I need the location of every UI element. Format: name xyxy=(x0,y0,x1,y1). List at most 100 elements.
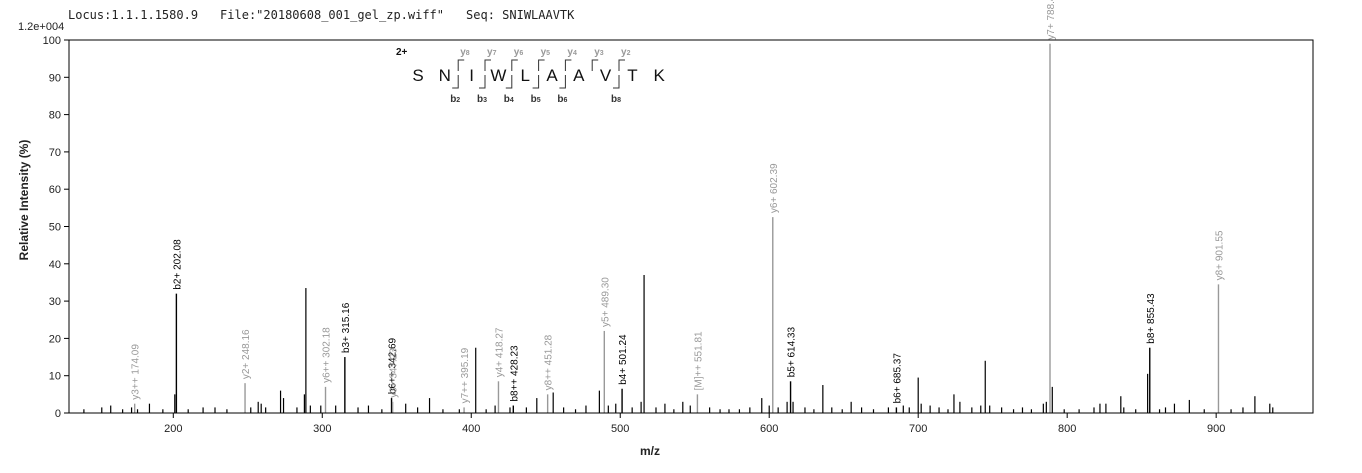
y-tick-label: 0 xyxy=(55,408,61,420)
y-ion-bracket xyxy=(538,59,545,71)
spectrum-header: Locus:1.1.1.1580.9 File:"20180608_001_gel… xyxy=(68,8,596,22)
b-ion-bracket xyxy=(479,75,486,89)
y-scale-label: 1.2e+004 xyxy=(18,21,64,33)
b-ion-bracket xyxy=(532,75,540,89)
ion-peak-label: y3+ 347.23 xyxy=(389,348,400,398)
assigned-ion-peaks: y3++ 174.09 b2+ 202.08 y2+ 248.16 y6++ 302.… xyxy=(131,0,1225,413)
y-ion-index: 3 xyxy=(600,50,604,57)
x-tick-label: 800 xyxy=(1058,423,1076,435)
b-ion-label: b4 xyxy=(504,94,514,105)
y-ion-index: 4 xyxy=(573,50,577,57)
x-axis-title: m/z xyxy=(640,444,660,458)
y-ion-index: 6 xyxy=(519,50,523,57)
file-text: File:"20180608_001_gel_zp.wiff" xyxy=(220,8,445,22)
charge-state-label: 2+ xyxy=(396,47,408,58)
y-ion-label: y4 xyxy=(567,47,577,58)
x-tick-label: 900 xyxy=(1207,423,1225,435)
y-ion-label: y7 xyxy=(487,47,497,58)
y-ion-index: 7 xyxy=(493,50,497,57)
x-tick-label: 700 xyxy=(909,423,927,435)
x-tick-label: 400 xyxy=(462,423,480,435)
ion-peak-label: b8++ 428.23 xyxy=(509,345,520,402)
y-tick-label: 60 xyxy=(49,184,61,196)
y-tick-label: 30 xyxy=(49,296,61,308)
y-ion-label: y8 xyxy=(460,47,470,58)
unassigned-peaks xyxy=(83,274,1274,413)
ion-peak-label: [M]++ 551.81 xyxy=(693,331,704,390)
residue-W: W xyxy=(490,66,506,85)
y-ion-label: y2 xyxy=(621,47,631,58)
b-ion-index: 3 xyxy=(483,97,487,104)
residue-V: V xyxy=(600,66,612,85)
y-ion-bracket xyxy=(511,59,518,71)
ion-peak-label: y2+ 248.16 xyxy=(241,329,252,379)
ion-peak-label: y4+ 418.27 xyxy=(494,327,505,377)
ion-peak-label: b6++ 342.69 xyxy=(388,337,399,394)
b-ion-index: 4 xyxy=(510,97,514,104)
b-ion-label: b5 xyxy=(531,94,541,105)
plot-frame xyxy=(68,39,1314,414)
b-ion-label: b2 xyxy=(450,94,460,105)
residue-L: L xyxy=(520,66,529,85)
ion-peak-label: y5+ 489.30 xyxy=(600,277,611,327)
b-ion-bracket xyxy=(613,75,620,89)
y-tick-label: 70 xyxy=(49,147,61,159)
ion-peak-label: b2+ 202.08 xyxy=(172,239,183,290)
y-ion-label: y3 xyxy=(594,47,604,58)
b-ion-label: b3 xyxy=(477,94,487,105)
b-ion-bracket xyxy=(452,75,459,89)
x-tick-label: 500 xyxy=(611,423,629,435)
ion-peak-label: b8+ 855.43 xyxy=(1146,293,1157,344)
y-ion-label: y5 xyxy=(541,47,551,58)
ion-peak-label: y8++ 451.28 xyxy=(544,334,555,390)
b-ion-bracket xyxy=(559,75,566,89)
residue-K: K xyxy=(654,66,666,85)
y-ion-label: y6 xyxy=(514,47,524,58)
y-ion-bracket xyxy=(564,59,572,71)
b-ion-index: 8 xyxy=(617,97,621,104)
residue-S: S xyxy=(412,66,423,85)
axis-ticks: 200 300 400 500 600 700 800 900 0 10 20 30 40 50 60 70 8… xyxy=(43,35,1226,435)
ion-peak-label: y6++ 302.18 xyxy=(322,327,333,383)
x-tick-label: 300 xyxy=(313,423,331,435)
ion-peak-label: y7++ 395.19 xyxy=(460,347,471,403)
sequence-text: Seq: SNIWLAAVTK xyxy=(466,8,575,22)
y-tick-label: 40 xyxy=(49,259,61,271)
x-tick-label: 200 xyxy=(164,423,182,435)
ion-peak-label: y6+ 602.39 xyxy=(769,163,780,213)
residue-T: T xyxy=(627,66,637,85)
residue-I: I xyxy=(469,66,474,85)
ion-peak-label: y3++ 174.09 xyxy=(131,344,142,400)
y-tick-label: 80 xyxy=(49,110,61,122)
ion-peak-label: b4+ 501.24 xyxy=(618,334,629,385)
y-ion-bracket xyxy=(618,59,625,71)
y-tick-label: 50 xyxy=(49,222,61,234)
y-tick-label: 90 xyxy=(49,72,61,84)
y-ion-bracket xyxy=(484,59,491,71)
b-ion-label: b8 xyxy=(611,94,621,105)
ion-peak-label: y8+ 901.55 xyxy=(1214,230,1225,280)
y-tick-label: 20 xyxy=(49,333,61,345)
y-tick-label: 100 xyxy=(43,35,61,47)
b-ion-label: b6 xyxy=(557,94,567,105)
y-ion-index: 8 xyxy=(466,50,470,57)
y-ion-bracket xyxy=(591,59,599,71)
ion-peak-label: y7+ 788.47 xyxy=(1046,0,1057,40)
y-ion-bracket xyxy=(457,59,465,71)
y-axis-title: Relative Intensity (%) xyxy=(17,140,31,261)
ion-peak-label: b3+ 315.16 xyxy=(341,302,352,353)
b-ion-index: 2 xyxy=(456,97,460,104)
y-tick-label: 10 xyxy=(49,371,61,383)
y-ion-index: 2 xyxy=(627,50,631,57)
ion-peak-label: b6+ 685.37 xyxy=(892,353,903,404)
b-ion-index: 6 xyxy=(564,97,568,104)
ion-peak-label: b5+ 614.33 xyxy=(787,327,798,378)
x-tick-label: 600 xyxy=(760,423,778,435)
b-ion-index: 5 xyxy=(537,97,541,104)
residue-A: A xyxy=(546,66,558,85)
residue-A: A xyxy=(573,66,585,85)
y-ion-index: 5 xyxy=(546,50,550,57)
locus-text: Locus:1.1.1.1580.9 xyxy=(68,8,199,22)
